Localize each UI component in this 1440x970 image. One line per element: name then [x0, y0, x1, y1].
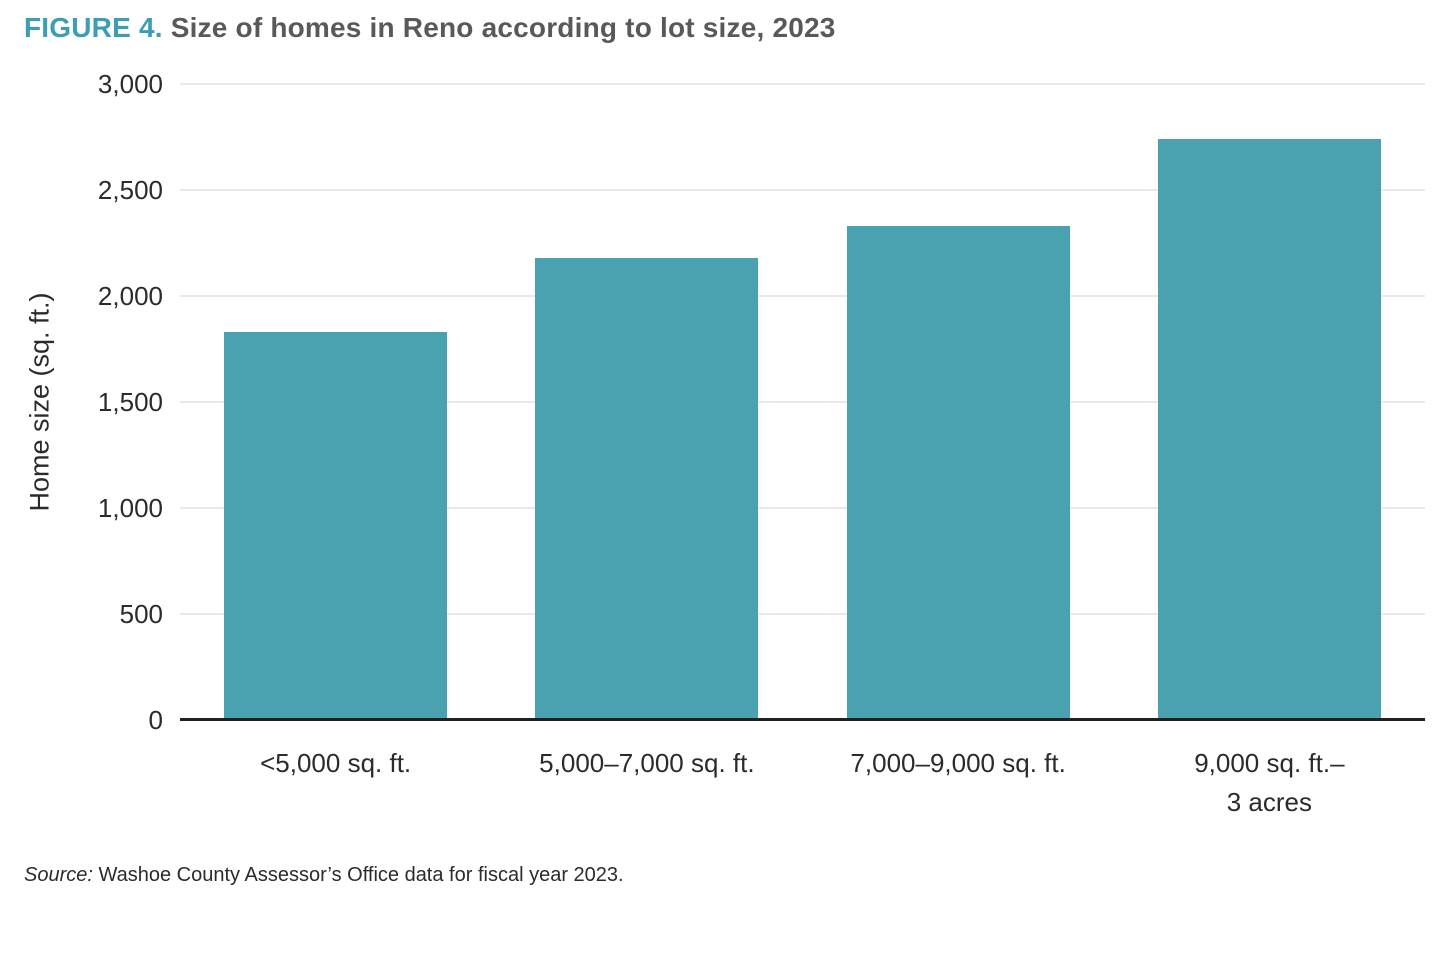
plot-area [180, 83, 1425, 721]
y-tick-label-2000: 2,000 [97, 281, 163, 311]
x-axis-label-4: 9,000 sq. ft.– 3 acres [1099, 744, 1439, 822]
x-axis-label-line: 9,000 sq. ft.– [1194, 748, 1345, 778]
gridline-1000 [180, 507, 1425, 509]
y-tick-label-1000: 1,000 [97, 493, 163, 523]
x-axis-label-line: 3 acres [1226, 787, 1312, 817]
figure-title-text: Size of homes in Reno according to lot s… [170, 12, 836, 43]
source-label: Source: [24, 864, 93, 886]
y-tick-label-500: 500 [119, 599, 163, 629]
figure-title: FIGURE 4. Size of homes in Reno accordin… [24, 12, 836, 44]
bar-2 [535, 257, 759, 720]
y-tick-label-0: 0 [148, 705, 163, 735]
x-axis-label-line: 5,000–7,000 sq. ft. [539, 748, 755, 778]
gridline-2000 [180, 295, 1425, 297]
source-note: Source: Washoe County Assessor’s Office … [24, 864, 624, 887]
gridline-500 [180, 613, 1425, 615]
bar-3 [846, 226, 1070, 720]
x-axis-label-1: <5,000 sq. ft. [166, 744, 506, 783]
bar-4 [1157, 139, 1381, 720]
bar-1 [224, 332, 448, 720]
gridline-2500 [180, 189, 1425, 191]
x-axis-label-line: <5,000 sq. ft. [260, 748, 412, 778]
gridline-1500 [180, 401, 1425, 403]
x-axis-label-line: 7,000–9,000 sq. ft. [850, 748, 1066, 778]
x-axis-label-3: 7,000–9,000 sq. ft. [788, 744, 1128, 783]
source-text: Washoe County Assessor’s Office data for… [98, 864, 624, 886]
y-tick-label-2500: 2,500 [97, 175, 163, 205]
y-tick-label-3000: 3,000 [97, 69, 163, 99]
gridline-3000 [180, 83, 1425, 85]
x-axis-line [180, 718, 1425, 721]
figure-number: FIGURE 4. [24, 12, 163, 43]
x-axis-label-2: 5,000–7,000 sq. ft. [477, 744, 817, 783]
y-tick-label-1500: 1,500 [97, 387, 163, 417]
bar-chart: Home size (sq. ft.) 0 500 1,000 1,500 2,000 2… [25, 69, 1439, 822]
